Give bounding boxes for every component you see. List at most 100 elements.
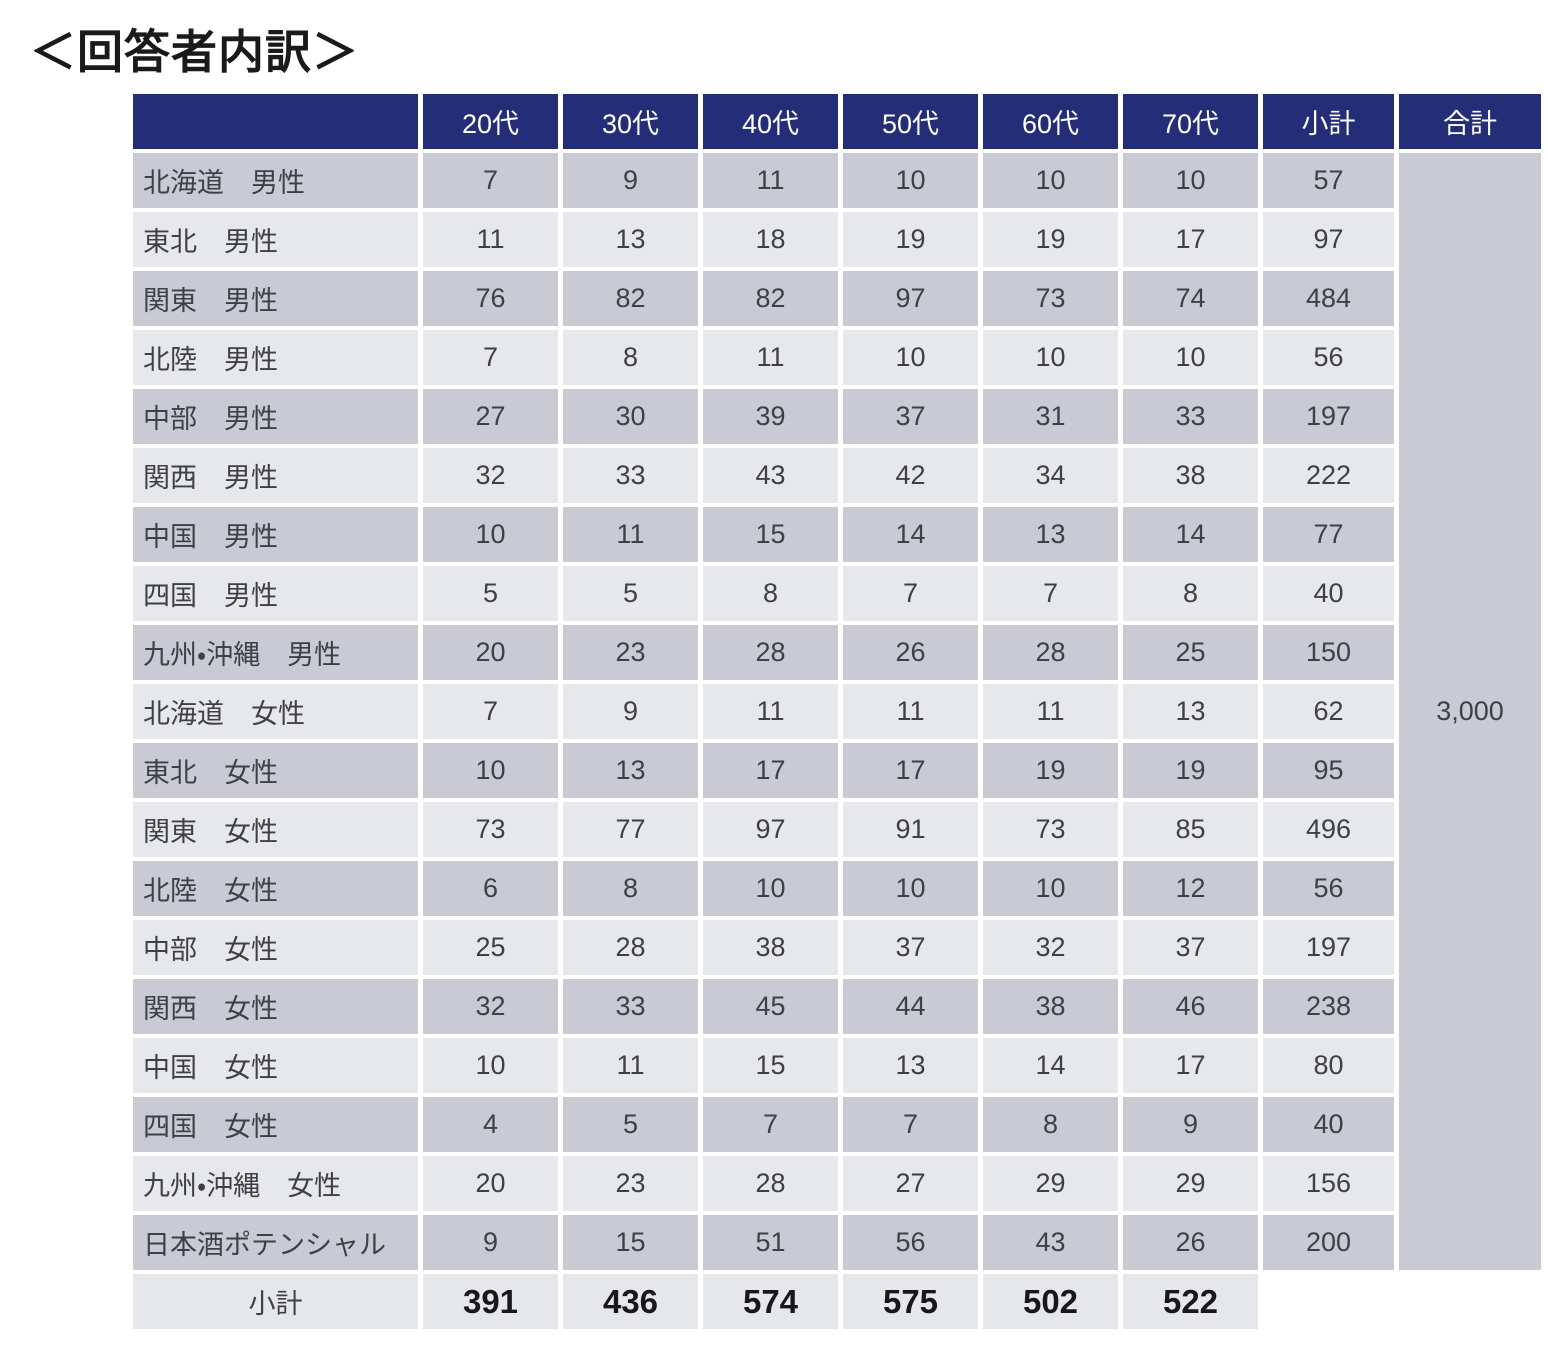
data-cell: 8 [563, 330, 698, 385]
subtotal-cell: 56 [1263, 861, 1394, 916]
table-row: 関西 男性 32 33 43 42 34 38 222 [133, 448, 1541, 503]
data-cell: 73 [423, 802, 558, 857]
data-cell: 15 [563, 1215, 698, 1270]
row-label: 関西 男性 [133, 448, 418, 503]
data-cell: 76 [423, 271, 558, 326]
table-row: 日本酒ポテンシャル 9 15 51 56 43 26 200 [133, 1215, 1541, 1270]
footer-total-cell: 522 [1123, 1274, 1258, 1329]
data-cell: 17 [843, 743, 978, 798]
subtotal-cell: 80 [1263, 1038, 1394, 1093]
table-row: 四国 女性 4 5 7 7 8 9 40 [133, 1097, 1541, 1152]
table-row: 中国 男性 10 11 15 14 13 14 77 [133, 507, 1541, 562]
data-cell: 11 [423, 212, 558, 267]
subtotal-cell: 238 [1263, 979, 1394, 1034]
data-cell: 10 [423, 743, 558, 798]
data-cell: 26 [1123, 1215, 1258, 1270]
row-label: 四国 女性 [133, 1097, 418, 1152]
table-row: 関西 女性 32 33 45 44 38 46 238 [133, 979, 1541, 1034]
data-cell: 28 [703, 625, 838, 680]
data-cell: 25 [423, 920, 558, 975]
data-cell: 20 [423, 1156, 558, 1211]
data-cell: 11 [703, 330, 838, 385]
data-cell: 82 [563, 271, 698, 326]
grand-total-cell: 3,000 [1399, 153, 1541, 1270]
row-label: 関東 女性 [133, 802, 418, 857]
data-cell: 56 [843, 1215, 978, 1270]
data-cell: 10 [843, 153, 978, 208]
data-cell: 13 [1123, 684, 1258, 739]
data-cell: 28 [983, 625, 1118, 680]
row-label: 東北 女性 [133, 743, 418, 798]
data-cell: 12 [1123, 861, 1258, 916]
subtotal-cell: 496 [1263, 802, 1394, 857]
subtotal-cell: 150 [1263, 625, 1394, 680]
data-cell: 8 [563, 861, 698, 916]
data-cell: 37 [843, 920, 978, 975]
data-cell: 17 [703, 743, 838, 798]
data-cell: 10 [423, 507, 558, 562]
data-cell: 74 [1123, 271, 1258, 326]
data-cell: 23 [563, 1156, 698, 1211]
data-cell: 33 [1123, 389, 1258, 444]
table-row: 中部 女性 25 28 38 37 32 37 197 [133, 920, 1541, 975]
column-header-age-0: 20代 [423, 94, 558, 149]
data-cell: 91 [843, 802, 978, 857]
data-cell: 34 [983, 448, 1118, 503]
data-cell: 10 [843, 330, 978, 385]
row-label: 四国 男性 [133, 566, 418, 621]
data-cell: 7 [983, 566, 1118, 621]
row-label: 東北 男性 [133, 212, 418, 267]
column-header-subtotal: 小計 [1263, 94, 1394, 149]
data-cell: 97 [843, 271, 978, 326]
row-label: 中国 男性 [133, 507, 418, 562]
data-cell: 7 [703, 1097, 838, 1152]
data-cell: 73 [983, 271, 1118, 326]
column-header-age-1: 30代 [563, 94, 698, 149]
data-cell: 44 [843, 979, 978, 1034]
corner-header-cell [133, 94, 418, 149]
data-cell: 8 [1123, 566, 1258, 621]
data-cell: 28 [563, 920, 698, 975]
data-cell: 19 [983, 212, 1118, 267]
table-row: 北陸 男性 7 8 11 10 10 10 56 [133, 330, 1541, 385]
data-cell: 9 [563, 153, 698, 208]
table-row: 北海道 男性 7 9 11 10 10 10 57 3,000 [133, 153, 1541, 1270]
data-cell: 18 [703, 212, 838, 267]
data-cell: 77 [563, 802, 698, 857]
data-cell: 45 [703, 979, 838, 1034]
subtotal-cell: 95 [1263, 743, 1394, 798]
subtotal-cell: 56 [1263, 330, 1394, 385]
data-cell: 10 [983, 153, 1118, 208]
data-cell: 42 [843, 448, 978, 503]
data-cell: 10 [1123, 153, 1258, 208]
data-cell: 10 [423, 1038, 558, 1093]
data-cell: 13 [563, 212, 698, 267]
footer-total-cell: 436 [563, 1274, 698, 1329]
data-cell: 32 [423, 979, 558, 1034]
subtotal-cell: 40 [1263, 1097, 1394, 1152]
data-cell: 20 [423, 625, 558, 680]
data-cell: 10 [843, 861, 978, 916]
row-label: 北陸 女性 [133, 861, 418, 916]
data-cell: 14 [983, 1038, 1118, 1093]
row-label: 九州・沖縄 女性 [133, 1156, 418, 1211]
subtotal-cell: 484 [1263, 271, 1394, 326]
footer-total-cell: 502 [983, 1274, 1118, 1329]
column-header-age-2: 40代 [703, 94, 838, 149]
data-cell: 10 [983, 330, 1118, 385]
column-header-total: 合計 [1399, 94, 1541, 149]
subtotal-cell: 57 [1263, 153, 1394, 208]
data-cell: 85 [1123, 802, 1258, 857]
data-cell: 9 [1123, 1097, 1258, 1152]
data-cell: 26 [843, 625, 978, 680]
data-cell: 11 [563, 507, 698, 562]
data-cell: 15 [703, 507, 838, 562]
row-label: 北陸 男性 [133, 330, 418, 385]
data-cell: 37 [843, 389, 978, 444]
data-cell: 7 [423, 330, 558, 385]
data-cell: 46 [1123, 979, 1258, 1034]
data-cell: 13 [843, 1038, 978, 1093]
row-label: 北海道 男性 [133, 153, 418, 208]
data-cell: 10 [1123, 330, 1258, 385]
data-cell: 27 [843, 1156, 978, 1211]
